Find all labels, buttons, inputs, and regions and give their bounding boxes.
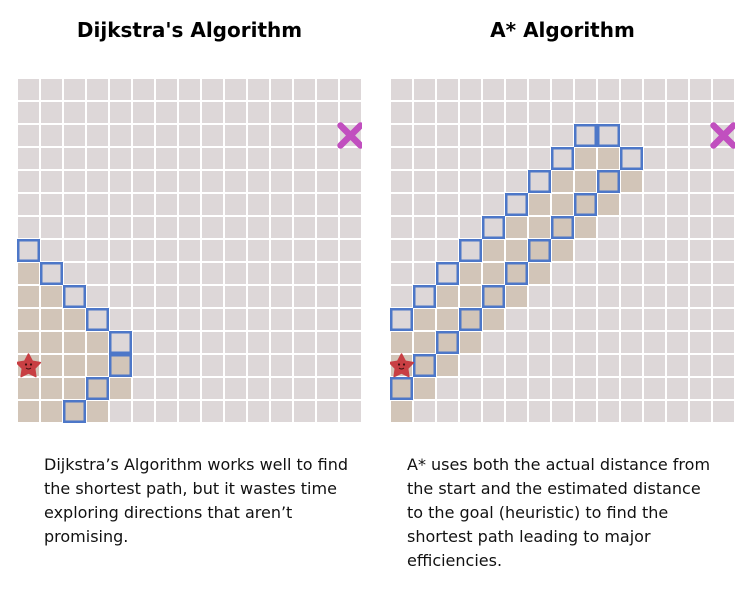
frontier-cell: [86, 377, 109, 400]
frontier-cell: [551, 147, 574, 170]
frontier-cell: [620, 147, 643, 170]
frontier-cell: [63, 285, 86, 308]
dijkstra-title: Dijkstra's Algorithm: [76, 18, 303, 42]
frontier-cell: [86, 308, 109, 331]
caption-line: to the goal (heuristic) to find the: [407, 503, 669, 522]
caption-line: promising.: [44, 527, 129, 546]
frontier-cell: [436, 262, 459, 285]
frontier-cell: [574, 124, 597, 147]
caption-line: shortest path leading to major: [407, 527, 651, 546]
explored-cells: [17, 377, 132, 400]
frontier-cell: [459, 239, 482, 262]
frontier-cell: [459, 308, 482, 331]
frontier-cell: [597, 170, 620, 193]
frontier-cell: [390, 308, 413, 331]
dijkstra-caption: Dijkstra’s Algorithm works well to find …: [44, 453, 354, 549]
frontier-cell: [40, 262, 63, 285]
frontier-cell: [413, 285, 436, 308]
astar-title: A* Algorithm: [490, 18, 635, 42]
caption-line: the shortest path, but it wastes time: [44, 479, 337, 498]
explored-cells: [17, 262, 40, 285]
start-star-icon: [17, 353, 42, 378]
explored-cells: [390, 400, 413, 423]
frontier-cell: [63, 400, 86, 423]
astar-grid: [390, 78, 735, 423]
frontier-cell: [413, 354, 436, 377]
caption-line: efficiencies.: [407, 551, 503, 570]
caption-line: exploring directions that aren’t: [44, 503, 293, 522]
frontier-cell: [597, 124, 620, 147]
astar-caption: A* uses both the actual distance from th…: [407, 453, 727, 573]
caption-line: Dijkstra’s Algorithm works well to find: [44, 455, 348, 474]
frontier-cell: [574, 193, 597, 216]
frontier-cell: [505, 193, 528, 216]
explored-cells: [17, 354, 132, 377]
frontier-cell: [17, 239, 40, 262]
caption-line: A* uses both the actual distance from: [407, 455, 711, 474]
frontier-cell: [505, 262, 528, 285]
frontier-cells: [17, 239, 132, 423]
frontier-cell: [482, 285, 505, 308]
frontier-cell: [528, 170, 551, 193]
caption-line: the start and the estimated distance: [407, 479, 701, 498]
frontier-cell: [551, 216, 574, 239]
dijkstra-grid: [17, 78, 362, 423]
frontier-cell: [109, 354, 132, 377]
frontier-cell: [436, 331, 459, 354]
frontier-cell: [390, 377, 413, 400]
goal-x-icon: [337, 122, 362, 149]
frontier-cell: [528, 239, 551, 262]
goal-x-icon: [710, 122, 735, 149]
explored-cells: [17, 308, 86, 331]
frontier-cell: [109, 331, 132, 354]
start-star-icon: [390, 353, 415, 378]
frontier-cell: [482, 216, 505, 239]
frontier-cells: [390, 124, 643, 400]
